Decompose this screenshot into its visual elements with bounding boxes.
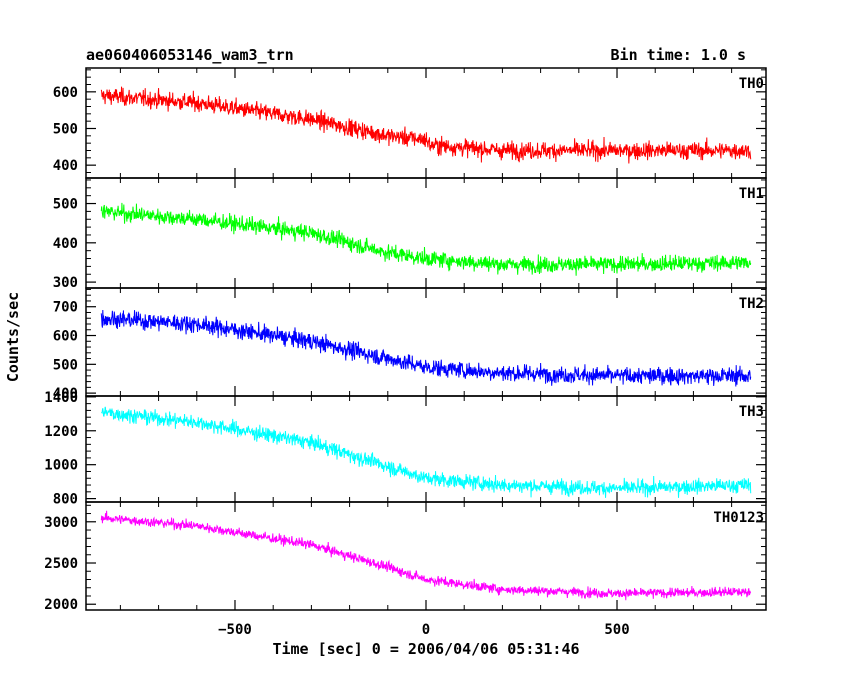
y-tick-label: 400: [53, 236, 78, 252]
panel-label-th1: TH1: [739, 186, 764, 202]
series-line-th3: [101, 406, 752, 498]
y-tick-label: 400: [53, 386, 78, 402]
y-tick-label: 2500: [44, 556, 78, 572]
x-tick-label: 0: [422, 622, 430, 638]
y-tick-label: 1200: [44, 424, 78, 440]
panel-frame-th1: [85, 177, 767, 289]
series-line-th2: [100, 310, 752, 387]
x-axis-label: Time [sec] 0 = 2006/04/06 05:31:46: [272, 640, 579, 658]
series-line-th1: [100, 202, 752, 276]
bin-time-label: Bin time: 1.0 s: [611, 46, 746, 64]
y-tick-label: 1400: [44, 390, 78, 406]
y-tick-label: 700: [53, 300, 78, 316]
panel-frame-th0: [85, 67, 767, 179]
panel-label-th2: TH2: [739, 296, 764, 312]
series-line-th0123: [100, 510, 752, 601]
y-axis-label: Counts/sec: [4, 292, 22, 382]
series-line-th0: [100, 86, 752, 164]
y-tick-label: 1000: [44, 458, 78, 474]
panel-label-th3: TH3: [739, 404, 764, 420]
panel-label-th0123: TH0123: [713, 510, 764, 526]
y-tick-label: 3000: [44, 515, 78, 531]
y-tick-label: 600: [53, 329, 78, 345]
y-tick-label: 500: [53, 122, 78, 138]
chart-title: ae060406053146_wam3_trn: [86, 46, 294, 64]
y-tick-label: 500: [53, 197, 78, 213]
x-tick-label: 500: [604, 622, 629, 638]
y-tick-label: 400: [53, 158, 78, 174]
y-tick-label: 800: [53, 492, 78, 508]
y-tick-label: 2000: [44, 597, 78, 613]
panel-label-th0: TH0: [739, 76, 764, 92]
y-tick-label: 600: [53, 85, 78, 101]
y-tick-label: 500: [53, 357, 78, 373]
y-tick-label: 300: [53, 275, 78, 291]
x-tick-label: −500: [218, 622, 252, 638]
panels-group: 400 500 600 TH0 300 400 500 TH1 400 500 600 700 TH2 8…: [44, 67, 767, 638]
